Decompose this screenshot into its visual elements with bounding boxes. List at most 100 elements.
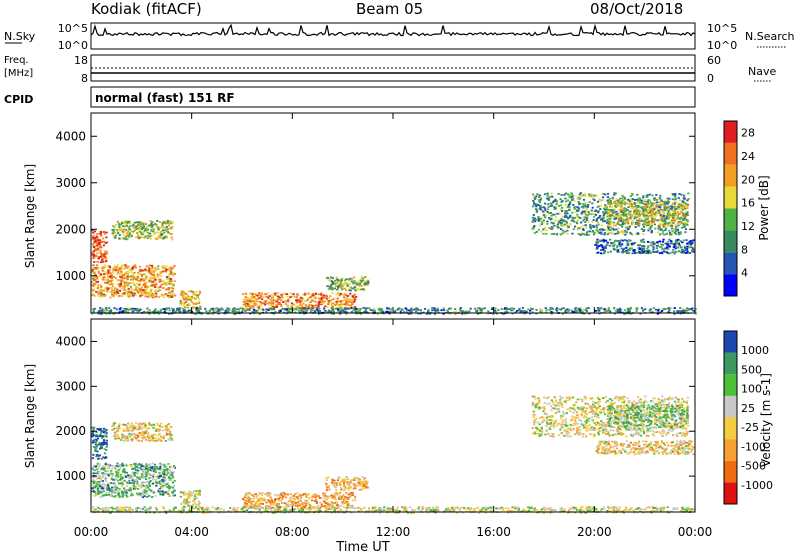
power-data-cell <box>571 310 574 313</box>
power-data-cell <box>666 203 669 205</box>
power-data-cell <box>367 279 370 282</box>
power-colorbar-tick: 16 <box>741 197 755 210</box>
power-data-cell <box>138 268 142 271</box>
power-data-cell <box>172 272 175 275</box>
power-data-cell <box>111 289 114 291</box>
power-data-cell <box>331 286 334 289</box>
power-data-cell <box>360 288 363 291</box>
power-data-cell <box>349 292 352 295</box>
power-data-cell <box>364 280 367 283</box>
power-data-cell <box>142 289 145 291</box>
power-data-cell <box>150 235 153 237</box>
power-data-cell <box>125 307 128 310</box>
power-data-cell <box>687 203 690 206</box>
power-data-cell <box>545 229 548 232</box>
power-data-cell <box>561 312 565 315</box>
power-data-cell <box>350 278 353 281</box>
power-data-cell <box>573 220 576 223</box>
power-data-cell <box>584 224 587 226</box>
power-data-cell <box>623 222 626 225</box>
power-data-cell <box>673 232 676 234</box>
power-data-cell <box>666 224 669 226</box>
power-data-cell <box>607 192 610 195</box>
velocity-data-cell <box>130 494 133 497</box>
power-data-cell <box>604 204 607 206</box>
power-data-cell <box>643 220 646 223</box>
power-data-cell <box>244 292 248 295</box>
power-data-cell <box>551 308 554 311</box>
power-data-cell <box>197 307 200 310</box>
power-data-cell <box>539 197 543 200</box>
power-data-cell <box>594 244 597 246</box>
power-data-cell <box>661 211 665 214</box>
power-data-cell <box>255 300 258 303</box>
power-data-cell <box>141 293 144 295</box>
power-data-cell <box>624 239 627 241</box>
velocity-data-cell <box>116 479 119 482</box>
power-data-cell <box>626 202 629 205</box>
power-data-cell <box>673 307 676 309</box>
power-data-cell <box>664 229 667 231</box>
power-data-cell <box>254 297 257 300</box>
power-data-cell <box>255 294 258 297</box>
power-data-cell <box>633 203 636 206</box>
power-data-cell <box>459 310 462 312</box>
power-data-cell <box>487 310 490 313</box>
power-data-cell <box>330 311 333 313</box>
power-data-cell <box>151 269 154 272</box>
power-data-cell <box>664 227 668 230</box>
power-data-cell <box>627 309 631 312</box>
power-data-cell <box>91 238 94 241</box>
power-data-cell <box>595 247 598 250</box>
power-data-cell <box>130 271 133 274</box>
power-data-cell <box>587 211 590 213</box>
power-data-cell <box>667 216 670 219</box>
power-data-cell <box>623 309 627 312</box>
power-data-cell <box>151 284 154 286</box>
power-data-cell <box>160 233 163 235</box>
velocity-data-cell <box>137 469 140 472</box>
power-data-cell <box>118 283 121 286</box>
velocity-data-cell <box>149 463 152 466</box>
power-data-cell <box>644 209 647 212</box>
power-data-cell <box>532 219 535 222</box>
power-data-cell <box>364 284 367 287</box>
velocity-data-cell <box>138 468 141 470</box>
power-data-cell <box>146 276 149 279</box>
power-data-cell <box>618 203 621 206</box>
power-data-cell <box>656 199 659 201</box>
power-data-cell <box>626 251 629 254</box>
power-data-cell <box>608 201 612 204</box>
power-data-cell <box>682 252 685 254</box>
power-data-cell <box>550 312 553 315</box>
power-data-cell <box>629 202 632 204</box>
power-data-cell <box>674 230 677 232</box>
velocity-data-cell <box>131 477 134 480</box>
velocity-data-cell <box>148 435 151 438</box>
power-data-cell <box>597 217 600 219</box>
velocity-data-cell <box>106 488 109 491</box>
power-data-cell <box>567 209 571 212</box>
power-data-cell <box>670 233 673 236</box>
power-colorbar-segment <box>724 121 737 143</box>
power-data-cell <box>611 196 614 199</box>
velocity-data-cell <box>140 463 143 466</box>
velocity-data-cell <box>102 427 105 430</box>
power-data-cell <box>531 220 534 223</box>
power-data-cell <box>106 265 109 268</box>
power-data-cell <box>543 193 547 196</box>
velocity-data-cell <box>111 475 114 478</box>
power-data-cell <box>304 304 307 307</box>
power-data-cell <box>635 221 638 224</box>
power-data-cell <box>123 311 126 314</box>
power-data-cell <box>613 224 616 227</box>
power-data-cell <box>144 278 147 280</box>
power-data-cell <box>634 199 637 201</box>
power-data-cell <box>619 223 622 226</box>
velocity-data-cell <box>126 482 129 485</box>
velocity-data-cell <box>154 471 157 473</box>
velocity-data-cell <box>102 490 105 493</box>
velocity-data-cell <box>144 466 147 469</box>
power-data-cell <box>410 307 413 310</box>
power-data-cell <box>474 307 477 310</box>
